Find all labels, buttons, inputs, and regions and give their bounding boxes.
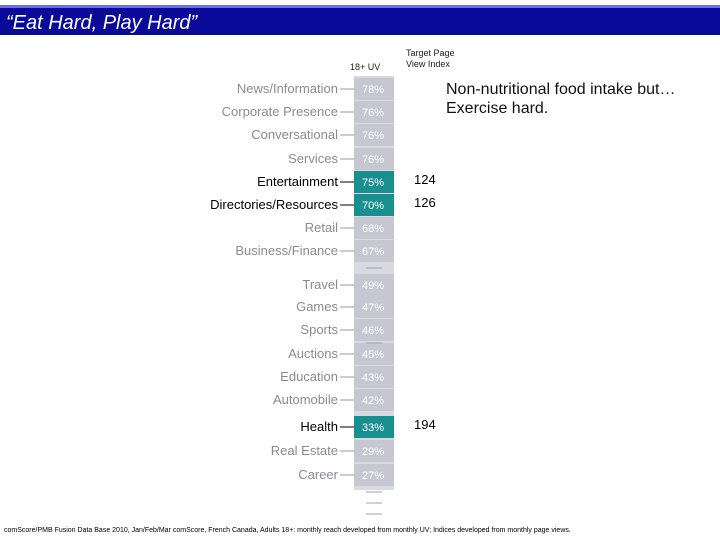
uv-value-label: 76% <box>362 107 384 119</box>
uv-value-label: 76% <box>362 154 384 166</box>
uv-value-label: 33% <box>362 422 384 434</box>
category-label: Games <box>296 299 338 314</box>
index-column-header-line1: Target Page <box>406 48 455 58</box>
category-label: Career <box>298 467 338 482</box>
index-value-label: 126 <box>414 195 436 210</box>
uv-value-label: 29% <box>362 446 384 458</box>
uv-bar <box>354 440 394 462</box>
uv-value-label: 70% <box>362 200 384 212</box>
uv-value-label: 43% <box>362 372 384 384</box>
category-label: Business/Finance <box>235 243 338 258</box>
category-label: Sports <box>300 322 338 337</box>
uv-value-label: 68% <box>362 223 384 235</box>
category-label: Travel <box>302 277 338 292</box>
category-label: Real Estate <box>271 443 338 458</box>
uv-value-label: 67% <box>362 246 384 258</box>
uv-bar <box>354 194 394 216</box>
uv-value-label: 46% <box>362 325 384 337</box>
category-label: Entertainment <box>257 174 338 189</box>
category-label: News/Information <box>237 81 338 96</box>
uv-bar <box>354 78 394 100</box>
uv-bar <box>354 101 394 123</box>
slide-title: “Eat Hard, Play Hard” <box>6 12 198 34</box>
category-label: Corporate Presence <box>222 104 338 119</box>
source-footnote: comScore/PMB Fusion Data Base 2010, Jan/… <box>4 527 571 534</box>
uv-bar <box>354 389 394 411</box>
uv-value-label: 47% <box>362 302 384 314</box>
uv-bar <box>354 343 394 365</box>
category-label: Education <box>280 369 338 384</box>
uv-bar <box>354 416 394 438</box>
uv-bar <box>354 171 394 193</box>
uv-bar <box>354 319 394 341</box>
uv-value-label: 27% <box>362 470 384 482</box>
uv-bar <box>354 217 394 239</box>
uv-value-label: 45% <box>362 349 384 361</box>
category-label: Auctions <box>288 346 338 361</box>
category-label: Conversational <box>251 127 338 142</box>
uv-column-header: 18+ UV <box>350 62 381 72</box>
index-value-label: 194 <box>414 417 436 432</box>
uv-value-label: 78% <box>362 84 384 96</box>
index-column-header: Target Page View Index <box>406 48 455 70</box>
uv-value-label: 76% <box>362 130 384 142</box>
uv-value-label: 42% <box>362 395 384 407</box>
uv-bar <box>354 240 394 262</box>
category-label: Services <box>288 151 338 166</box>
title-bar: “Eat Hard, Play Hard” <box>0 0 720 40</box>
uv-bar <box>354 366 394 388</box>
uv-value-label: 75% <box>362 177 384 189</box>
uv-value-label: 49% <box>362 280 384 292</box>
uv-bar <box>354 124 394 146</box>
uv-bar <box>354 148 394 170</box>
index-column-header-line2: View Index <box>406 59 450 69</box>
category-label: Automobile <box>273 392 338 407</box>
category-label: Retail <box>305 220 338 235</box>
annotation-text: Non-nutritional food intake but… Exercis… <box>446 81 676 117</box>
uv-bar <box>354 296 394 318</box>
category-label: Health <box>300 419 338 434</box>
title-band: “Eat Hard, Play Hard” <box>0 5 720 35</box>
uv-bar <box>354 274 394 296</box>
index-value-label: 124 <box>414 172 436 187</box>
uv-bar <box>354 464 394 486</box>
category-label: Directories/Resources <box>210 197 338 212</box>
